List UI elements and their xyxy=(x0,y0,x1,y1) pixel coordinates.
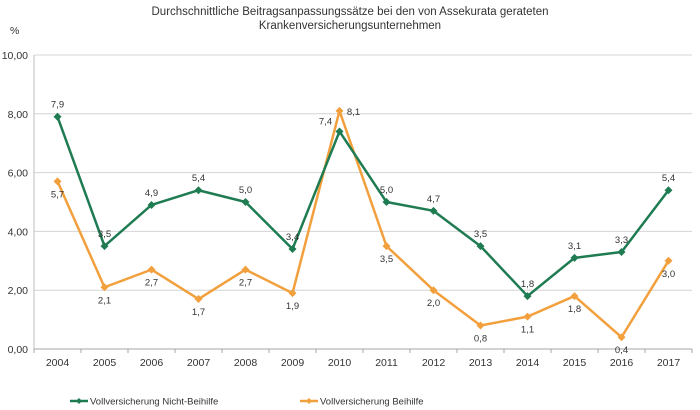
x-tick-label: 2015 xyxy=(563,357,587,369)
data-label: 4,9 xyxy=(145,188,158,199)
x-tick-label: 2006 xyxy=(140,357,164,369)
data-label: 2,1 xyxy=(98,295,111,306)
data-point xyxy=(194,295,203,304)
data-label: 5,4 xyxy=(192,173,205,184)
data-label: 7,4 xyxy=(319,116,332,127)
data-point xyxy=(429,286,438,295)
data-point xyxy=(382,242,391,251)
data-point xyxy=(100,242,109,251)
x-tick-label: 2005 xyxy=(93,357,117,369)
data-label: 8,1 xyxy=(347,107,360,118)
data-label: 3,0 xyxy=(662,269,675,280)
data-point xyxy=(476,321,485,330)
data-point xyxy=(617,247,626,256)
data-point xyxy=(53,177,62,186)
data-label: 2,7 xyxy=(239,278,252,289)
data-label: 1,1 xyxy=(521,325,534,336)
data-label: 2,0 xyxy=(427,298,440,309)
data-point xyxy=(664,256,673,265)
data-label: 3,4 xyxy=(286,232,299,243)
data-label: 3,5 xyxy=(380,254,393,265)
x-tick-label: 2008 xyxy=(234,357,258,369)
x-tick-label: 2012 xyxy=(422,357,446,369)
data-label: 4,7 xyxy=(427,194,440,205)
data-label: 0,4 xyxy=(615,345,628,356)
data-label: 3,5 xyxy=(474,229,487,240)
data-point xyxy=(241,198,250,206)
series-line xyxy=(56,116,670,298)
data-label: 1,7 xyxy=(192,307,205,318)
data-point xyxy=(241,265,250,274)
data-point xyxy=(570,292,579,301)
y-tick-label: 2,00 xyxy=(8,285,29,297)
data-point xyxy=(288,289,297,298)
data-point xyxy=(288,245,297,254)
data-label: 5,0 xyxy=(239,185,252,196)
y-tick-label: 10,00 xyxy=(2,50,28,62)
data-point xyxy=(382,198,391,206)
data-label: 3,5 xyxy=(98,229,111,240)
y-tick-label: 6,00 xyxy=(8,168,29,180)
data-label: 1,9 xyxy=(286,301,299,312)
x-tick-label: 2017 xyxy=(657,357,681,369)
data-label: 2,7 xyxy=(145,278,158,289)
series-line xyxy=(56,109,670,339)
x-tick-label: 2007 xyxy=(187,357,211,369)
x-tick-label: 2016 xyxy=(610,357,634,369)
x-tick-label: 2009 xyxy=(281,357,305,369)
data-point xyxy=(147,200,156,209)
y-tick-label: 4,00 xyxy=(8,226,29,238)
legend-label: Vollversicherung Nicht-Beihilfe xyxy=(90,397,218,408)
data-label: 5,7 xyxy=(51,189,64,200)
data-point xyxy=(53,112,62,121)
data-label: 1,8 xyxy=(568,304,581,315)
data-point xyxy=(194,186,203,195)
data-point xyxy=(335,127,344,136)
data-label: 1,8 xyxy=(521,279,534,290)
x-tick-label: 2004 xyxy=(46,357,70,369)
data-point xyxy=(429,206,438,215)
y-tick-label: 0,00 xyxy=(8,344,29,356)
data-point xyxy=(523,292,532,301)
x-tick-label: 2010 xyxy=(328,357,352,369)
data-point xyxy=(617,333,626,342)
y-tick-label: 8,00 xyxy=(8,109,29,121)
data-point xyxy=(664,186,673,195)
data-point xyxy=(523,312,532,321)
data-label: 5,4 xyxy=(662,173,675,184)
x-tick-label: 2011 xyxy=(375,357,398,369)
x-tick-label: 2013 xyxy=(469,357,493,369)
data-point xyxy=(335,106,344,115)
data-label: 7,9 xyxy=(51,100,64,111)
data-label: 0,8 xyxy=(474,333,487,344)
data-label: 3,3 xyxy=(615,235,628,246)
data-label: 5,0 xyxy=(380,185,393,196)
data-point xyxy=(476,242,485,251)
legend-swatch-marker xyxy=(306,398,312,404)
data-point xyxy=(100,283,109,292)
chart-subtitle: Krankenversicherungsunternehmen xyxy=(259,20,441,32)
data-point xyxy=(570,253,579,262)
legend-swatch-marker xyxy=(76,398,82,404)
chart-title: Durchschnittliche Beitragsanpassungssätz… xyxy=(152,6,549,18)
x-tick-label: 2014 xyxy=(516,357,540,369)
legend-label: Vollversicherung Beihilfe xyxy=(320,397,424,408)
y-axis-label: % xyxy=(10,25,19,37)
data-point xyxy=(147,265,156,274)
data-label: 3,1 xyxy=(568,241,581,252)
